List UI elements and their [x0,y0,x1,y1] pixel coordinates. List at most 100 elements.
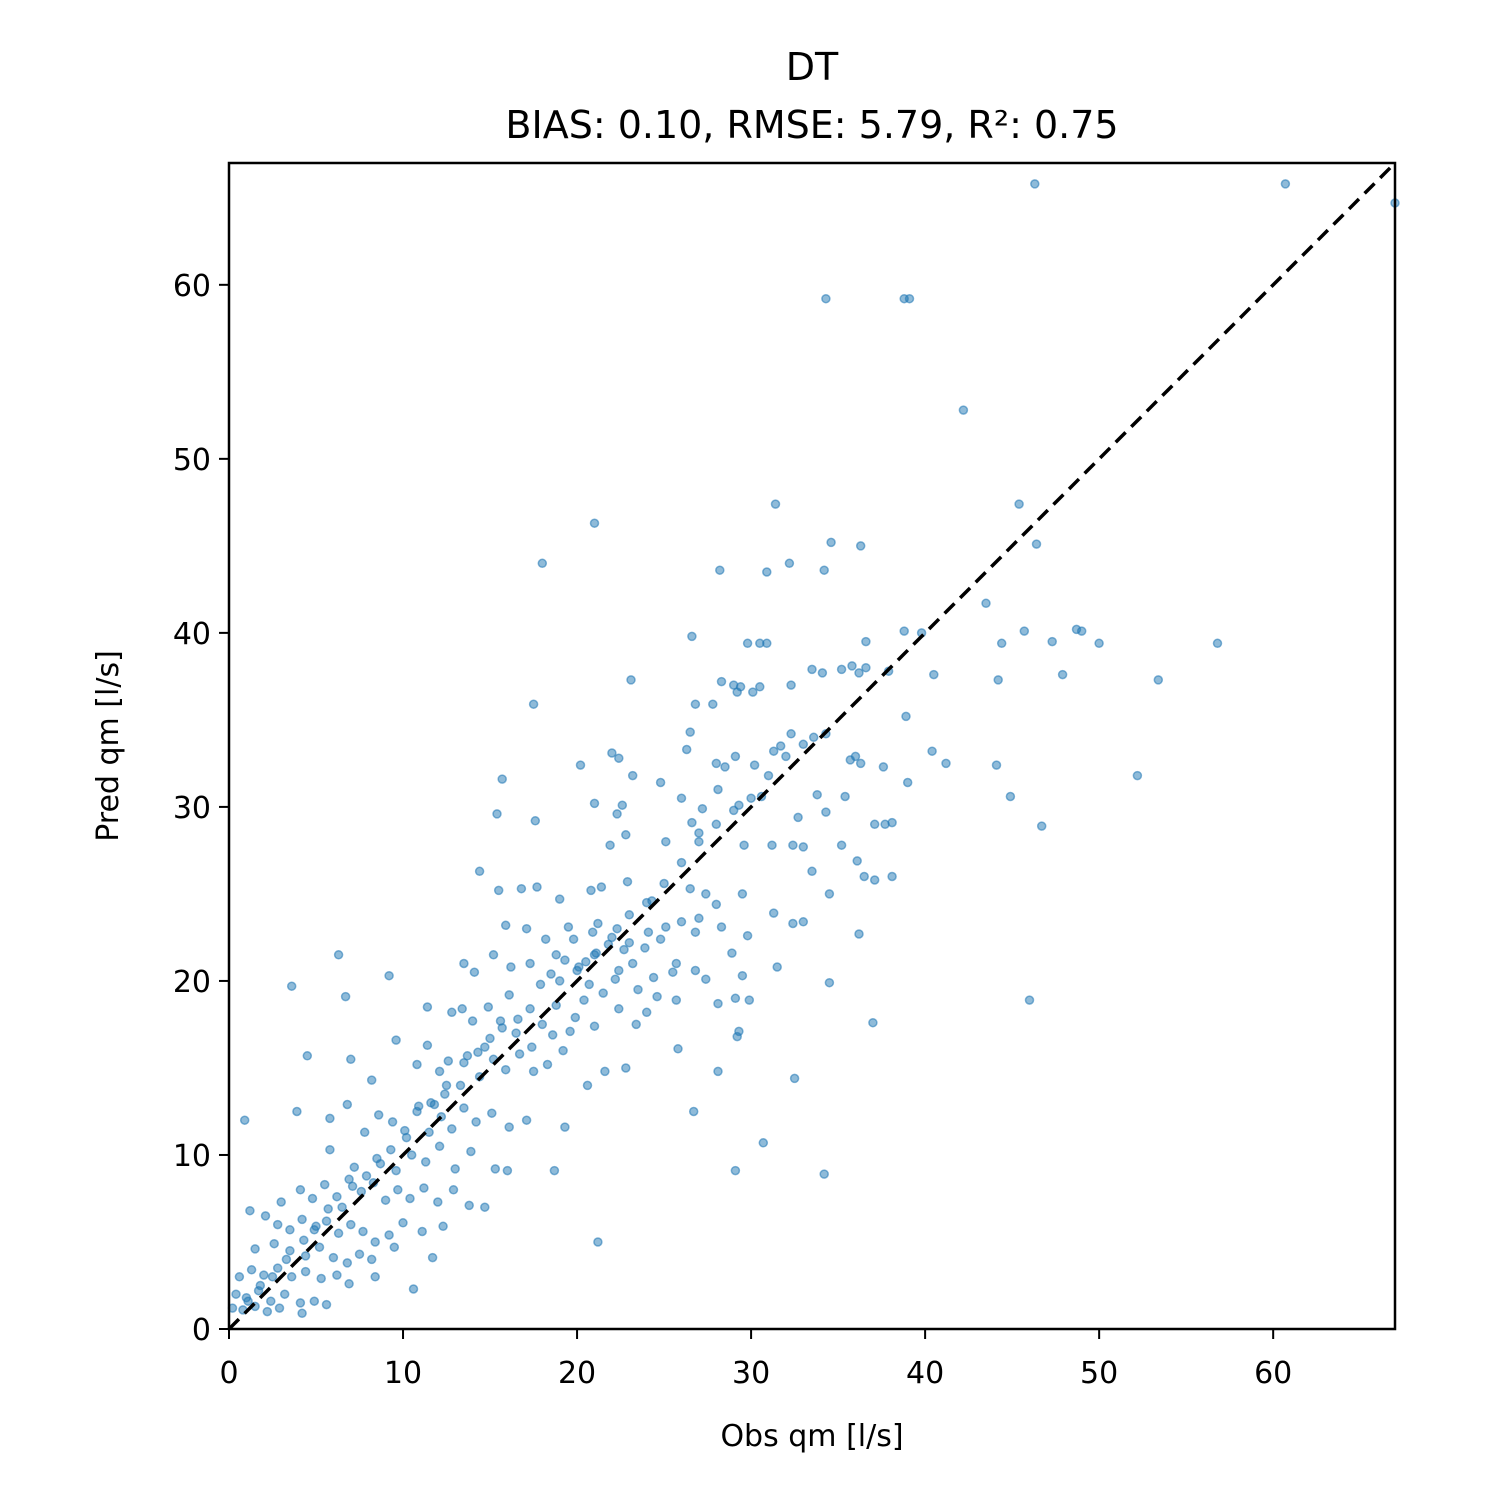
data-point [807,664,817,675]
data-point [902,777,913,788]
data-point [427,1252,438,1263]
data-point [459,1103,469,1113]
data-point [622,876,633,887]
data-point [466,1146,476,1157]
y-tick-label: 50 [173,443,211,478]
data-point [701,889,711,899]
data-point [694,913,704,924]
data-point [854,668,864,678]
data-point [297,1214,307,1225]
data-point [1280,179,1291,189]
data-point [375,1158,386,1169]
data-point [358,1226,368,1237]
data-point [614,1004,624,1014]
data-point [406,1150,417,1160]
data-point [495,1016,506,1026]
data-point [429,1099,440,1110]
data-point [370,1272,380,1282]
data-point [887,871,897,882]
data-point [391,1035,401,1045]
data-point [659,878,669,889]
data-point [730,993,741,1004]
data-point [572,965,582,976]
data-point [366,1075,377,1085]
data-point [786,729,796,739]
data-point [441,1080,452,1091]
data-point [300,1266,311,1277]
data-point [690,927,701,937]
data-point [887,817,897,828]
data-point [593,1237,603,1247]
data-point [617,800,628,810]
data-point [302,1051,313,1061]
data-point [861,636,871,647]
identity-reference-line [227,161,1397,1331]
x-tick-label: 40 [906,1356,944,1391]
data-point [1030,179,1040,189]
data-point [344,1279,354,1289]
data-point [262,1306,273,1317]
data-point [469,967,480,977]
data-point [575,760,586,770]
data-point [419,1183,429,1193]
data-point [462,1051,473,1061]
y-tick-label: 40 [173,617,211,652]
data-point [694,828,704,838]
data-point [655,934,666,944]
data-point [319,1179,330,1190]
data-point [941,758,951,769]
data-point [762,638,772,649]
data-point [904,293,915,304]
data-point [250,1244,260,1254]
data-point [607,748,617,758]
data-point [824,889,835,899]
data-point [487,1108,497,1118]
data-point [459,958,469,969]
data-point [661,836,671,847]
data-point [447,1124,457,1134]
data-point [605,840,615,850]
data-point [687,631,697,642]
x-tick-label: 10 [384,1356,422,1391]
data-point [793,812,803,823]
data-point [671,958,682,969]
data-point [266,1296,276,1306]
data-point [434,1141,445,1152]
data-point [641,897,652,908]
data-point [424,1127,434,1138]
data-point [727,948,737,958]
data-point [993,675,1003,685]
data-point [480,1042,490,1052]
data-point [788,840,798,850]
data-point [440,1089,450,1099]
data-point [1153,675,1164,685]
data-point [267,1272,278,1282]
data-point [393,1185,403,1195]
data-point [285,1245,295,1256]
data-point [589,798,600,809]
data-point [438,1221,448,1232]
data-point [643,927,654,937]
data-point [748,687,758,697]
data-point [694,836,704,847]
data-point [361,1171,372,1181]
data-point [641,1007,652,1018]
data-point [734,1026,744,1037]
data-point [737,970,748,981]
data-point [716,922,727,932]
data-point [323,1204,333,1214]
data-point [708,699,718,709]
x-axis-label: Obs qm [l/s] [720,1419,903,1454]
data-point [671,995,682,1005]
data-point [869,875,880,885]
data-point [408,1284,419,1294]
data-point [836,840,847,850]
data-point [279,1289,290,1299]
data-point [450,1164,460,1174]
data-point [570,1012,581,1023]
data-point [744,995,755,1005]
data-point [370,1237,380,1247]
x-tick-label: 60 [1254,1356,1292,1391]
data-point [342,1258,353,1268]
